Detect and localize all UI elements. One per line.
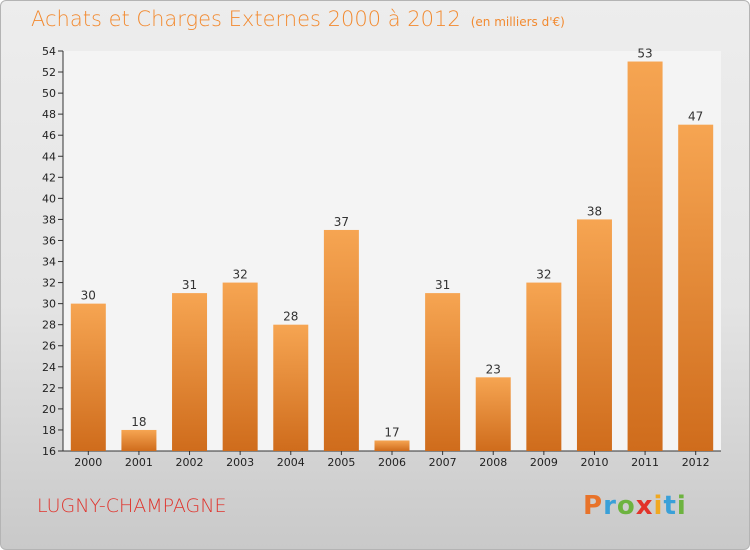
y-tick-label: 20 [42, 403, 56, 416]
data-label-2004: 28 [283, 310, 298, 324]
bar-2006 [374, 440, 410, 451]
y-tick-label: 44 [42, 150, 56, 163]
x-tick-label-2009: 2009 [530, 456, 558, 469]
y-tick-label: 16 [42, 445, 56, 458]
x-tick-label-2006: 2006 [378, 456, 406, 469]
bar-2011 [627, 61, 663, 452]
logo-letter: o [616, 491, 636, 521]
data-label-2011: 53 [637, 47, 652, 61]
logo-letter: x [635, 491, 654, 521]
bar-2001 [121, 429, 157, 451]
bar-2004 [273, 324, 309, 451]
plot-area [63, 51, 721, 451]
x-tick-label-2012: 2012 [682, 456, 710, 469]
y-tick-label: 54 [42, 45, 56, 58]
y-tick-label: 28 [42, 319, 56, 332]
data-label-2002: 31 [182, 278, 197, 292]
x-tick-label-2004: 2004 [277, 456, 305, 469]
y-tick-label: 22 [42, 382, 56, 395]
data-label-2010: 38 [587, 204, 602, 218]
bar-2012 [678, 124, 714, 452]
logo-letter: i [676, 491, 687, 521]
data-label-2005: 37 [334, 215, 349, 229]
data-label-2001: 18 [131, 415, 146, 429]
logo-letter: P [583, 491, 604, 521]
bar-2000 [70, 303, 106, 451]
y-tick-label: 50 [42, 87, 56, 100]
y-tick-label: 30 [42, 298, 56, 311]
data-label-2006: 17 [384, 425, 399, 439]
data-label-2003: 32 [233, 268, 248, 282]
x-tick-label-2005: 2005 [327, 456, 355, 469]
x-tick-label-2003: 2003 [226, 456, 254, 469]
data-label-2012: 47 [688, 110, 703, 124]
y-tick-label: 38 [42, 213, 56, 226]
commune-name: LUGNY-CHAMPAGNE [37, 495, 227, 517]
x-tick-label-2010: 2010 [580, 456, 608, 469]
x-tick-label-2000: 2000 [74, 456, 102, 469]
y-tick-label: 18 [42, 424, 56, 437]
data-label-2000: 30 [81, 289, 96, 303]
logo-letter: r [603, 491, 617, 521]
y-tick-label: 24 [42, 361, 56, 374]
unit-note: (en milliers d'€) [470, 15, 565, 29]
bar-2010 [576, 219, 612, 451]
x-tick-label-2002: 2002 [176, 456, 204, 469]
data-label-2009: 32 [536, 268, 551, 282]
bar-2007 [425, 293, 461, 451]
x-tick-label-2008: 2008 [479, 456, 507, 469]
x-tick-label-2007: 2007 [429, 456, 457, 469]
y-tick-label: 46 [42, 129, 56, 142]
y-tick-label: 42 [42, 171, 56, 184]
data-label-2008: 23 [486, 362, 501, 376]
y-tick-label: 48 [42, 108, 56, 121]
bar-2009 [526, 282, 562, 451]
logo-letter: t [663, 491, 677, 521]
chart-title: Achats et Charges Externes 2000 à 2012 (e… [31, 7, 565, 31]
y-tick-label: 26 [42, 340, 56, 353]
x-tick-label-2011: 2011 [631, 456, 659, 469]
bar-2008 [475, 377, 511, 451]
chart-title-text: Achats et Charges Externes 2000 à 2012 [31, 7, 461, 31]
bar-2002 [172, 293, 208, 451]
y-tick-label: 34 [42, 256, 56, 269]
bar-2003 [222, 282, 258, 451]
logo-letter: i [653, 491, 664, 521]
data-label-2007: 31 [435, 278, 450, 292]
proxiti-logo: Proxiti [583, 491, 687, 521]
y-tick-label: 32 [42, 277, 56, 290]
bar-2005 [323, 229, 359, 451]
x-tick-label-2001: 2001 [125, 456, 153, 469]
y-tick-label: 40 [42, 192, 56, 205]
y-tick-label: 36 [42, 234, 56, 247]
y-tick-label: 52 [42, 66, 56, 79]
